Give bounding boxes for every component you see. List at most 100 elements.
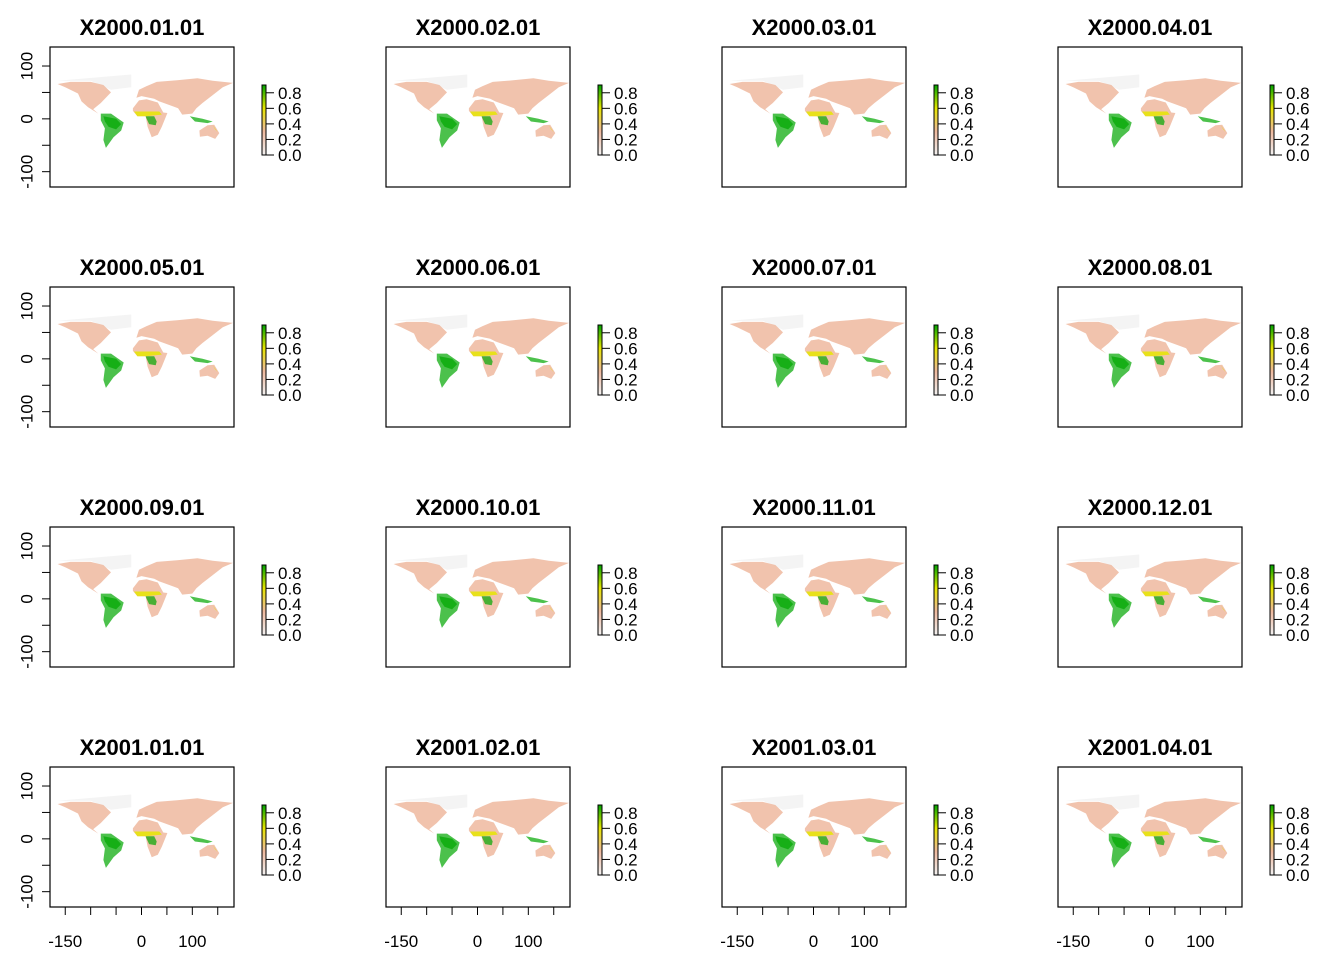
map-region (481, 116, 493, 126)
colorbar-tick-label: 0.4 (950, 595, 974, 614)
panel: X2001.04.01 -150 0 100 0.00.20.40.60.8 (1056, 735, 1309, 951)
map-region (1065, 554, 1140, 570)
map-region (189, 836, 213, 844)
plot-frame (385, 46, 571, 188)
map-region (393, 554, 468, 570)
x-tick-label: 0 (809, 932, 818, 951)
panel: X2000.04.01 0.00.20.40.60.8 (1057, 15, 1310, 188)
map-region (472, 78, 569, 115)
map-region (57, 314, 132, 330)
map-region (1065, 81, 1119, 114)
map-region (871, 364, 892, 379)
map-region (1197, 596, 1221, 604)
map-region (145, 356, 157, 366)
map-region (729, 801, 783, 834)
map-region (525, 116, 549, 124)
colorbar-tick-label: 0.8 (950, 324, 974, 343)
panel: X2000.05.01 -100 0 100 0.00.20.40.60.8 (17, 255, 301, 429)
colorbar-tick-label: 0.8 (278, 324, 302, 343)
colorbar-tick-label: 0.6 (278, 99, 302, 118)
map-region (393, 801, 447, 834)
map-region (57, 74, 132, 90)
panel-title: X2000.09.01 (80, 495, 205, 520)
colorbar-tick-label: 0.6 (1286, 339, 1310, 358)
map-region (189, 356, 213, 364)
map-region (808, 78, 905, 115)
map-region (439, 596, 458, 610)
colorbar-tick-label: 0.8 (614, 804, 638, 823)
map-region (535, 604, 556, 619)
map-region (199, 124, 220, 139)
map-region (805, 591, 834, 597)
map-region (469, 351, 498, 357)
colorbar-tick-label: 0.4 (1286, 835, 1310, 854)
map-region (525, 356, 549, 364)
plot-frame (721, 286, 907, 428)
map-region (535, 364, 556, 379)
colorbar-tick-label: 0.2 (1286, 610, 1310, 629)
colorbar-tick-label: 0.0 (614, 866, 638, 885)
map-region (133, 831, 162, 837)
map-region (817, 116, 829, 126)
colorbar-tick-label: 0.8 (278, 804, 302, 823)
map-region (1207, 604, 1228, 619)
colorbar-tick-label: 0.2 (1286, 370, 1310, 389)
panel: X2000.06.01 0.00.20.40.60.8 (385, 255, 638, 428)
map-region (136, 798, 233, 835)
map-region (439, 116, 458, 130)
map-region (469, 831, 498, 837)
y-tick-label: 100 (17, 532, 36, 560)
colorbar-tick-label: 0.2 (614, 130, 638, 149)
colorbar-tick-label: 0.0 (614, 386, 638, 405)
map-region (212, 125, 218, 133)
x-tick-label: 100 (1186, 932, 1214, 951)
map-region (439, 836, 458, 850)
colorbar-tick-label: 0.0 (950, 626, 974, 645)
colorbar-tick-label: 0.0 (278, 146, 302, 165)
map-region (1207, 364, 1228, 379)
map-region (729, 561, 783, 594)
y-tick-label: 100 (17, 292, 36, 320)
y-tick-label: -100 (17, 155, 36, 189)
colorbar-tick-label: 0.6 (1286, 579, 1310, 598)
colorbar-tick-label: 0.4 (1286, 355, 1310, 374)
map-region (808, 798, 905, 835)
colorbar-tick-label: 0.2 (1286, 130, 1310, 149)
map-region (817, 596, 829, 606)
colorbar-tick-label: 0.4 (278, 115, 302, 134)
map-region (1144, 318, 1241, 355)
colorbar (597, 84, 603, 156)
map-region (57, 801, 111, 834)
map-region (57, 794, 132, 810)
panel-title: X2000.12.01 (1088, 495, 1213, 520)
panel: X2000.09.01 -100 0 100 0.00.20.40.60.8 (17, 495, 301, 669)
colorbar-tick-label: 0.6 (614, 99, 638, 118)
map-region (103, 596, 122, 610)
map-region (1220, 125, 1226, 133)
plot-frame (49, 766, 235, 908)
colorbar-tick-label: 0.6 (614, 819, 638, 838)
colorbar (933, 84, 939, 156)
map-region (189, 596, 213, 604)
panel-title: X2000.08.01 (1088, 255, 1213, 280)
colorbar-tick-label: 0.0 (1286, 866, 1310, 885)
colorbar-tick-label: 0.6 (1286, 819, 1310, 838)
colorbar-tick-label: 0.0 (614, 626, 638, 645)
map-region (472, 558, 569, 595)
colorbar-tick-label: 0.4 (614, 595, 638, 614)
colorbar-tick-label: 0.2 (614, 850, 638, 869)
colorbar-tick-label: 0.4 (278, 355, 302, 374)
map-region (481, 596, 493, 606)
y-tick-label: 0 (17, 594, 36, 603)
map-region (1220, 365, 1226, 373)
map-region (1141, 111, 1170, 117)
colorbar-tick-label: 0.8 (1286, 804, 1310, 823)
map-region (136, 78, 233, 115)
map-region (1207, 844, 1228, 859)
x-tick-label: 0 (473, 932, 482, 951)
colorbar (1269, 804, 1275, 876)
panel: X2000.02.01 0.00.20.40.60.8 (385, 15, 638, 188)
x-tick-label: 0 (1145, 932, 1154, 951)
map-region (57, 554, 132, 570)
